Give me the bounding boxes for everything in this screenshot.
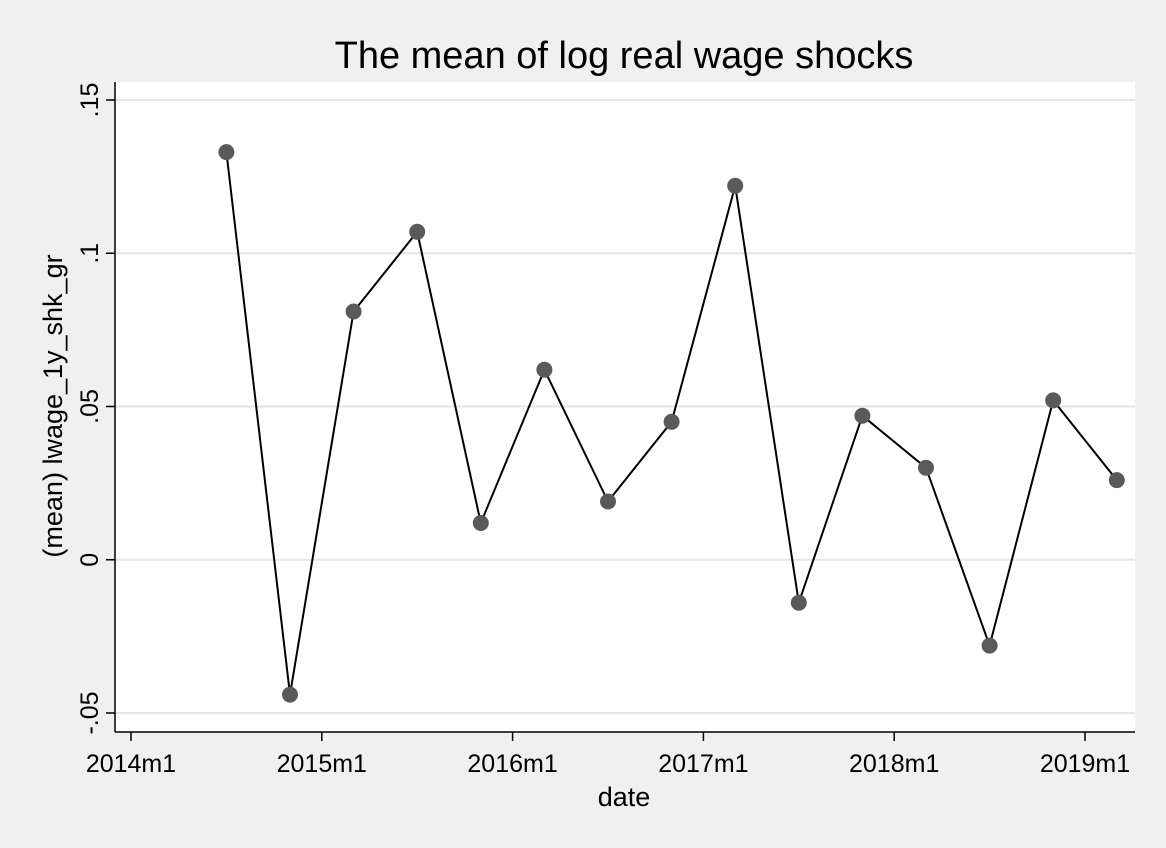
data-point-12 — [981, 637, 998, 654]
data-point-5 — [536, 361, 553, 378]
data-point-0 — [218, 144, 235, 161]
x-axis-label: date — [598, 782, 651, 812]
data-point-11 — [918, 459, 934, 476]
y-tick-label-0: -.05 — [76, 691, 104, 734]
y-axis-ticks: -.05 0 .05 .1 .15 — [76, 83, 115, 735]
data-point-1 — [282, 686, 298, 703]
y-tick-label-3: .1 — [76, 243, 104, 264]
chart-title: The mean of log real wage shocks — [335, 35, 914, 77]
series-layer — [218, 144, 1125, 703]
data-point-13 — [1045, 392, 1062, 409]
data-point-6 — [600, 493, 616, 510]
data-point-4 — [472, 515, 489, 531]
data-point-8 — [727, 177, 744, 194]
data-point-2 — [345, 303, 362, 320]
y-tick-label-2: .05 — [76, 389, 104, 424]
data-point-10 — [854, 407, 871, 424]
x-tick-label-4: 2018m1 — [849, 750, 939, 778]
y-axis-label: (mean) lwage_1y_shk_gr — [38, 254, 68, 557]
x-tick-label-1: 2015m1 — [277, 750, 367, 778]
data-point-7 — [663, 413, 680, 430]
x-axis-ticks: 2014m1 2015m1 2016m1 2017m1 2018m1 2019m1 — [86, 732, 1130, 778]
y-tick-label-4: .15 — [76, 83, 104, 118]
grid-lines — [115, 99, 1135, 714]
data-point-3 — [409, 223, 426, 240]
x-tick-label-3: 2017m1 — [658, 750, 748, 778]
x-tick-label-0: 2014m1 — [86, 750, 176, 778]
x-tick-label-2: 2016m1 — [467, 750, 557, 778]
data-point-14 — [1108, 472, 1125, 489]
y-tick-label-1: 0 — [76, 553, 104, 567]
data-point-9 — [790, 594, 807, 611]
x-tick-label-5: 2019m1 — [1040, 750, 1130, 778]
